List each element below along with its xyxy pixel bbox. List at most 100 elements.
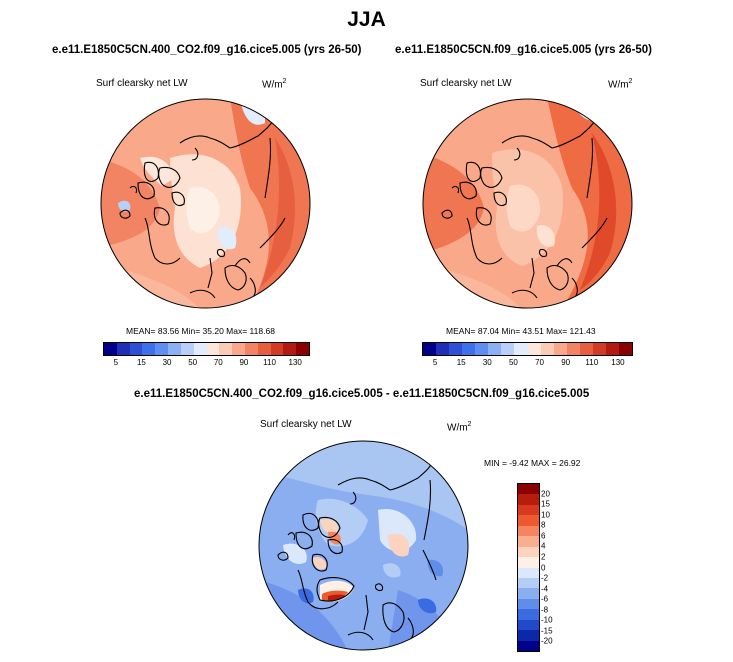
- colorbar-tick-label: 110: [585, 358, 599, 367]
- colorbar-swatch: [488, 343, 502, 355]
- diff-colorbar: [517, 483, 540, 652]
- colorbar-swatch: [501, 343, 515, 355]
- colorbar-swatch: [518, 598, 539, 610]
- colorbar-swatch: [206, 343, 220, 355]
- colorbar-tick-label: 70: [213, 358, 223, 367]
- diff-colorbar-tick-label: 6: [541, 531, 546, 541]
- colorbar-tick-label: 50: [188, 358, 198, 367]
- colorbar-swatch: [283, 343, 297, 355]
- colorbar-tick-label: 130: [611, 358, 625, 367]
- colorbar-swatch: [475, 343, 489, 355]
- colorbar-swatch: [180, 343, 194, 355]
- colorbar-swatch: [553, 343, 567, 355]
- colorbar-swatch: [129, 343, 143, 355]
- colorbar-swatch: [244, 343, 258, 355]
- colorbar-swatch: [566, 343, 580, 355]
- colorbar-swatch: [518, 525, 539, 537]
- colorbar-swatch: [436, 343, 450, 355]
- right-colorbar-labels: 5 15 30 50 70 90 110 130: [422, 358, 631, 368]
- colorbar-swatch: [423, 343, 437, 355]
- diff-colorbar-tick-label: 8: [541, 520, 546, 530]
- diff-colorbar-tick-label: -20: [541, 636, 553, 646]
- colorbar-tick-label: 30: [482, 358, 492, 367]
- diff-panel-stats: MIN = -9.42 MAX = 26.92: [484, 458, 581, 468]
- colorbar-swatch: [518, 546, 539, 558]
- colorbar-swatch: [518, 577, 539, 589]
- diff-colorbar-tick-label: -10: [541, 615, 553, 625]
- colorbar-tick-label: 15: [136, 358, 146, 367]
- right-panel-stats: MEAN= 87.04 Min= 43.51 Max= 121.43: [446, 326, 596, 336]
- left-panel-variable: Surf clearsky net LW: [96, 78, 188, 89]
- colorbar-tick-label: 110: [263, 358, 276, 367]
- right-polar-map: [422, 98, 633, 309]
- diff-colorbar-tick-label: 15: [541, 499, 550, 509]
- colorbar-swatch: [104, 343, 117, 355]
- right-panel-variable: Surf clearsky net LW: [420, 78, 512, 89]
- diff-polar-map: [258, 440, 469, 651]
- colorbar-swatch: [518, 567, 539, 578]
- left-colorbar-labels: 5 15 30 50 70 90 110 130: [103, 358, 308, 368]
- colorbar-swatch: [270, 343, 284, 355]
- diff-colorbar-tick-label: -6: [541, 594, 549, 604]
- colorbar-swatch: [257, 343, 271, 355]
- diff-colorbar-tick-label: -2: [541, 573, 549, 583]
- colorbar-tick-label: 50: [508, 358, 518, 367]
- left-colorbar: [103, 342, 310, 356]
- colorbar-tick-label: 15: [456, 358, 466, 367]
- colorbar-swatch: [518, 609, 539, 620]
- colorbar-tick-label: 5: [432, 358, 438, 367]
- colorbar-swatch: [514, 343, 528, 355]
- colorbar-swatch: [618, 343, 632, 355]
- colorbar-swatch: [518, 619, 539, 631]
- colorbar-tick-label: 30: [162, 358, 172, 367]
- colorbar-tick-label: 90: [239, 358, 249, 367]
- colorbar-swatch: [518, 536, 539, 547]
- left-polar-map: [100, 98, 311, 309]
- colorbar-swatch: [116, 343, 130, 355]
- colorbar-swatch: [518, 630, 539, 641]
- colorbar-swatch: [605, 343, 619, 355]
- diff-panel-variable: Surf clearsky net LW: [260, 419, 352, 430]
- colorbar-tick-label: 90: [561, 358, 571, 367]
- colorbar-swatch: [518, 557, 539, 568]
- diff-colorbar-tick-label: 2: [541, 552, 546, 562]
- colorbar-swatch: [219, 343, 233, 355]
- colorbar-tick-label: 130: [288, 358, 302, 367]
- colorbar-swatch: [296, 343, 309, 355]
- colorbar-swatch: [527, 343, 541, 355]
- left-panel-stats: MEAN= 83.56 Min= 35.20 Max= 118.68: [126, 326, 275, 336]
- diff-colorbar-tick-label: 4: [541, 541, 546, 551]
- colorbar-swatch: [142, 343, 156, 355]
- colorbar-swatch: [449, 343, 463, 355]
- diff-colorbar-tick-label: -15: [541, 626, 553, 636]
- colorbar-swatch: [518, 484, 539, 495]
- colorbar-swatch: [540, 343, 554, 355]
- colorbar-swatch: [193, 343, 207, 355]
- left-panel-units: W/m2: [262, 78, 287, 91]
- colorbar-swatch: [592, 343, 606, 355]
- colorbar-swatch: [518, 588, 539, 599]
- colorbar-swatch: [518, 640, 539, 651]
- colorbar-swatch: [232, 343, 245, 355]
- colorbar-swatch: [518, 494, 539, 505]
- colorbar-swatch: [168, 343, 181, 355]
- colorbar-swatch: [579, 343, 593, 355]
- colorbar-tick-label: 5: [113, 358, 119, 367]
- diff-colorbar-tick-label: 10: [541, 510, 550, 520]
- colorbar-swatch: [462, 343, 476, 355]
- diff-colorbar-tick-label: 20: [541, 489, 550, 499]
- diff-colorbar-tick-label: -8: [541, 605, 549, 615]
- diff-panel-case-title: e.e11.E1850C5CN.400_CO2.f09_g16.cice5.00…: [134, 388, 590, 400]
- diff-colorbar-tick-label: -4: [541, 584, 549, 594]
- figure-title: JJA: [347, 8, 386, 31]
- left-panel-case-title: e.e11.E1850C5CN.400_CO2.f09_g16.cice5.00…: [52, 44, 362, 56]
- diff-colorbar-tick-label: 0: [541, 563, 546, 572]
- colorbar-swatch: [518, 504, 539, 516]
- colorbar-swatch: [155, 343, 169, 355]
- right-colorbar: [422, 342, 633, 356]
- colorbar-swatch: [518, 515, 539, 526]
- diff-panel-units: W/m2: [447, 421, 472, 434]
- right-panel-units: W/m2: [608, 78, 633, 91]
- right-panel-case-title: e.e11.E1850C5CN.f09_g16.cice5.005 (yrs 2…: [395, 44, 653, 56]
- colorbar-tick-label: 70: [535, 358, 545, 367]
